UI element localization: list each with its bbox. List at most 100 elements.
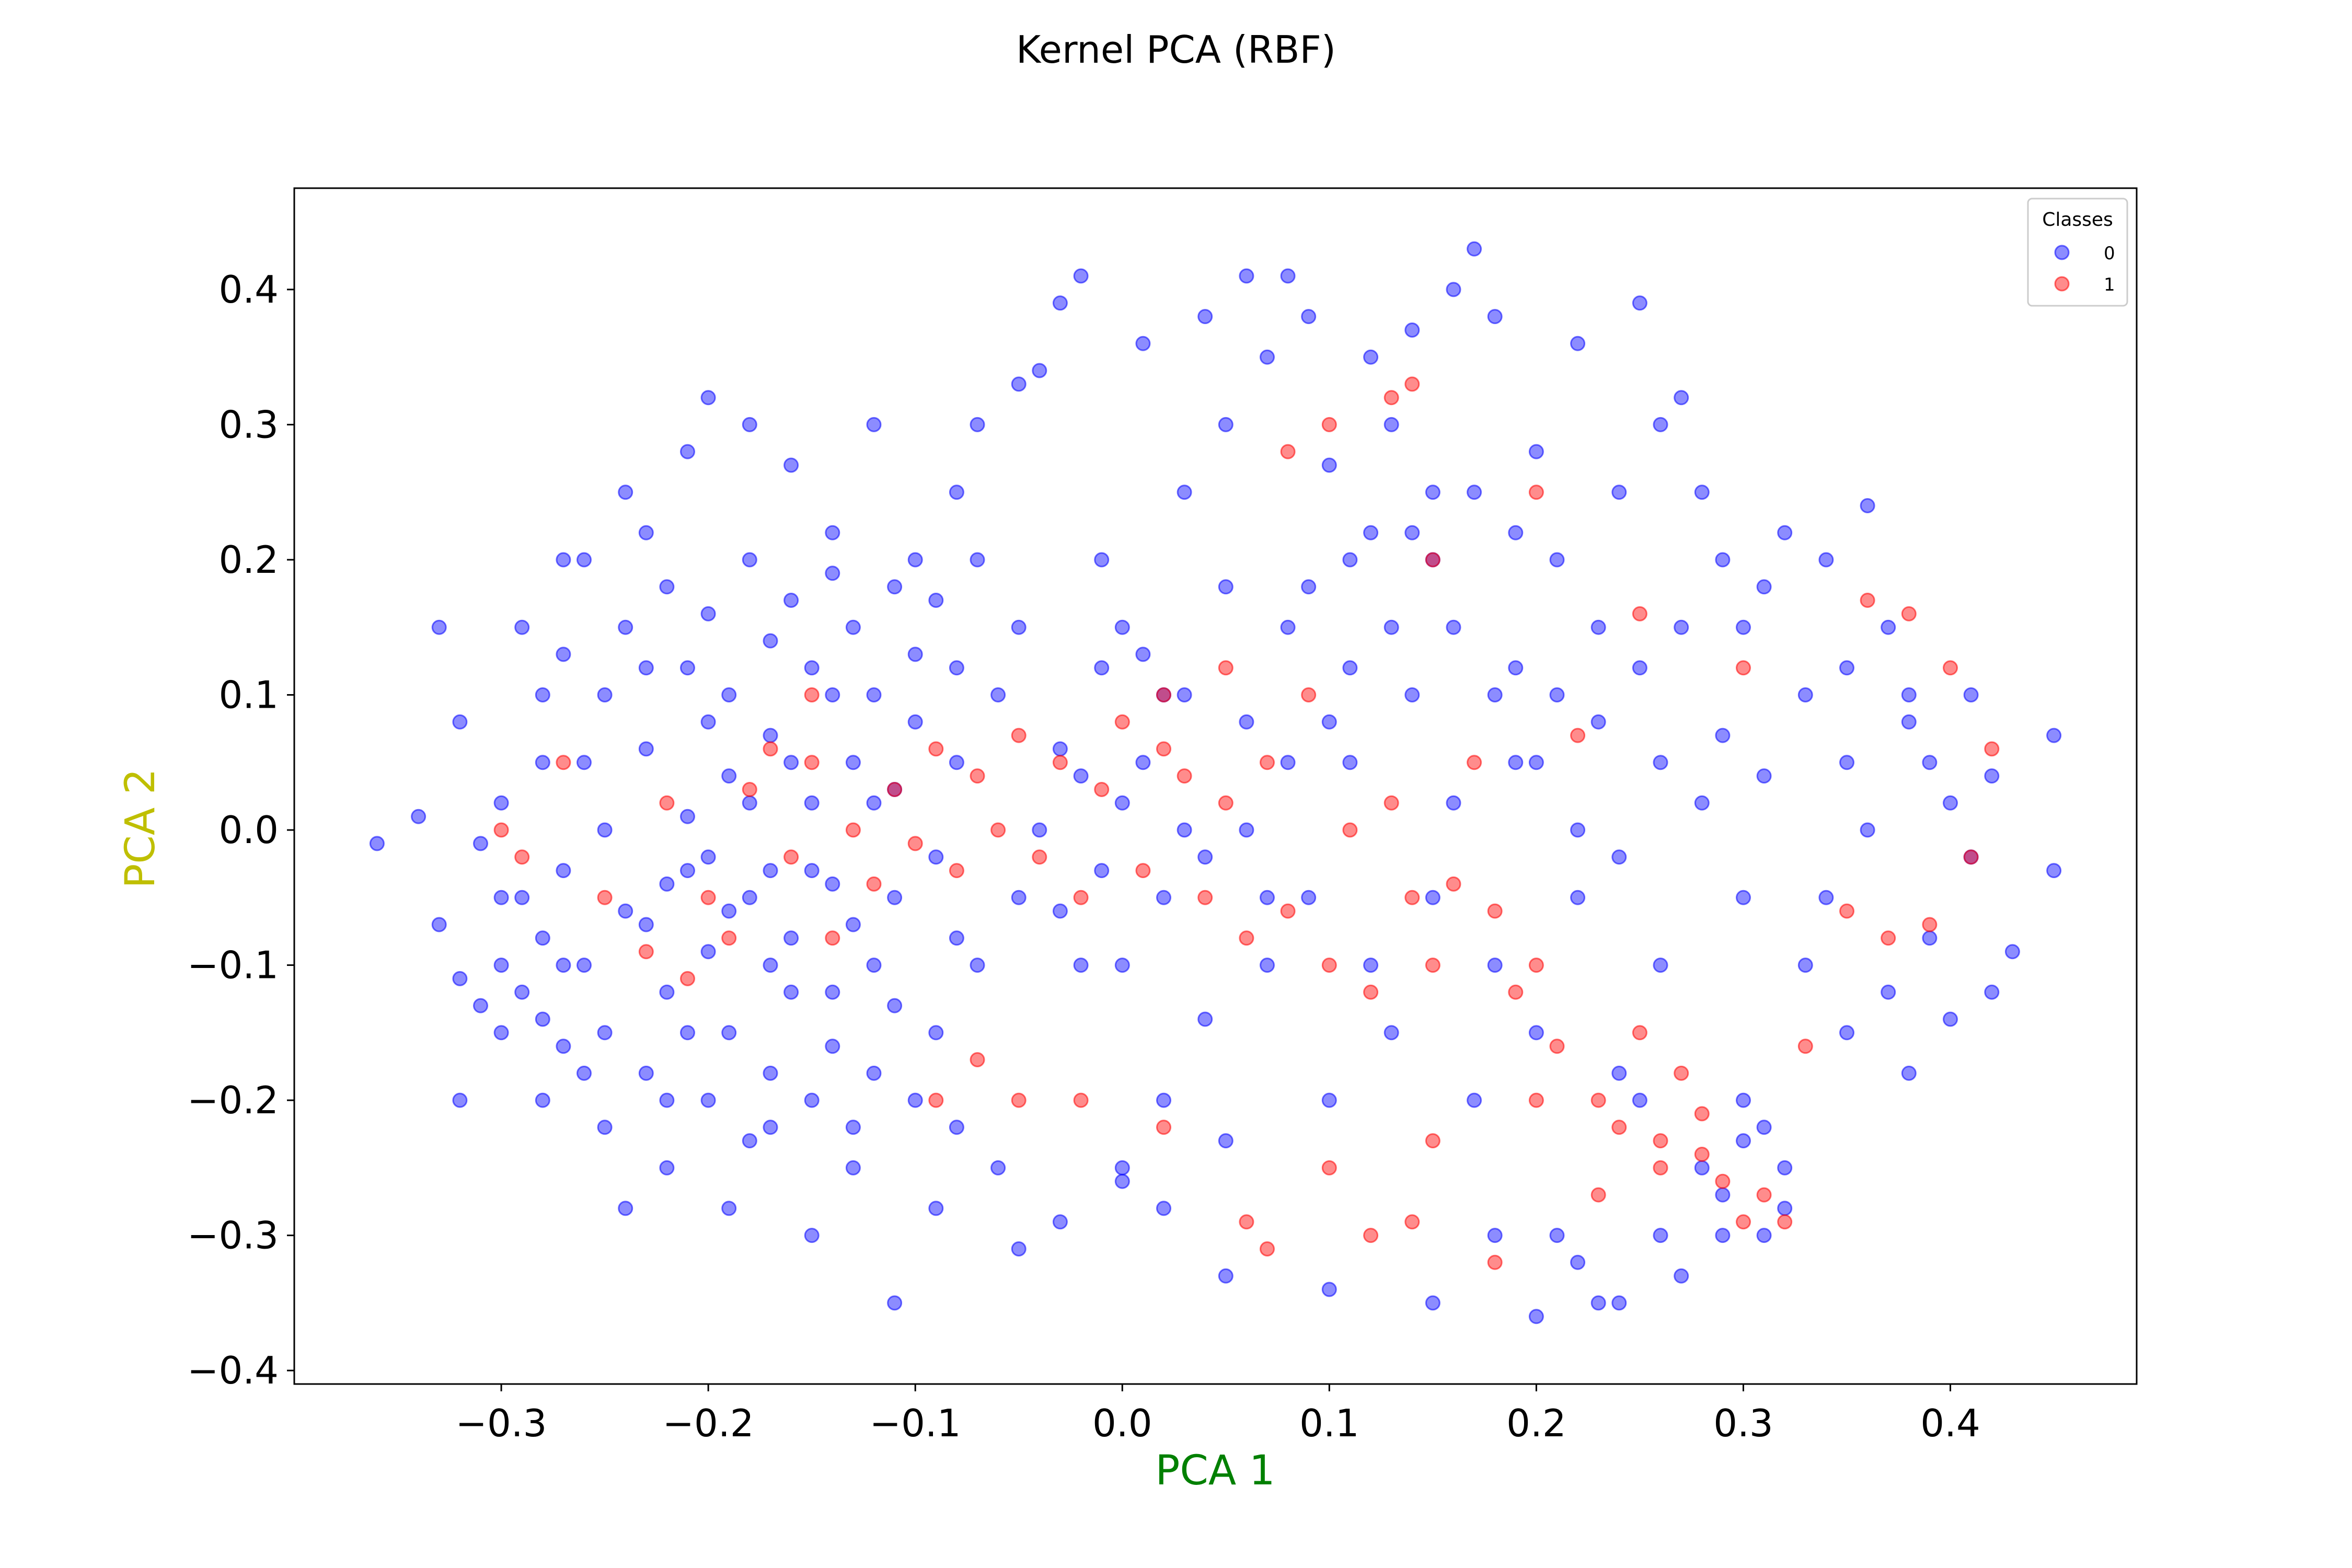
- point-class-0-242: [597, 1120, 613, 1135]
- point-class-0-255: [1135, 647, 1151, 662]
- point-class-0-212: [887, 579, 903, 595]
- point-class-1-40: [1446, 876, 1461, 892]
- point-class-0-206: [1011, 619, 1027, 635]
- point-class-1-26: [1156, 741, 1171, 757]
- point-class-0-109: [970, 958, 985, 973]
- y-tick-label: 0.4: [218, 268, 279, 312]
- point-class-1-53: [1715, 1173, 1731, 1189]
- point-class-0-169: [1777, 1160, 1793, 1175]
- point-class-0-3: [452, 714, 468, 730]
- point-class-0-127: [949, 930, 964, 946]
- x-tick-label: −0.1: [870, 1401, 961, 1445]
- point-class-0-274: [1011, 1241, 1027, 1256]
- point-class-0-126: [887, 998, 903, 1013]
- point-class-0-238: [866, 1065, 882, 1081]
- point-class-0-170: [1797, 958, 1813, 973]
- point-class-0-131: [1073, 958, 1089, 973]
- point-class-0-251: [493, 958, 509, 973]
- point-class-0-139: [1239, 822, 1254, 838]
- point-class-0-91: [597, 822, 613, 838]
- point-class-0-111: [680, 809, 695, 824]
- point-class-0-148: [1425, 890, 1440, 905]
- point-class-0-254: [1114, 619, 1130, 635]
- point-class-1-38: [1404, 890, 1420, 905]
- point-class-1-74: [1218, 660, 1233, 676]
- point-class-0-241: [949, 1120, 964, 1135]
- point-class-0-177: [1943, 1011, 1958, 1027]
- point-class-0-153: [1528, 1025, 1544, 1041]
- point-class-0-163: [1736, 1133, 1751, 1149]
- point-class-1-63: [1901, 606, 1917, 621]
- point-class-0-270: [1528, 1309, 1544, 1324]
- point-class-1-1: [514, 849, 530, 865]
- point-class-1-15: [928, 741, 944, 757]
- point-class-0-190: [1694, 795, 1710, 811]
- point-class-0-41: [1135, 336, 1151, 351]
- point-class-0-6: [514, 619, 530, 635]
- point-class-0-117: [804, 795, 820, 811]
- point-class-0-65: [1632, 295, 1647, 311]
- point-class-1-30: [1239, 930, 1254, 946]
- point-class-0-84: [2046, 728, 2062, 743]
- x-axis-ticks: −0.3 −0.2 −0.1 0.0 0.1 0.2 0.3 0.4: [456, 1384, 1980, 1445]
- point-class-1-60: [1922, 917, 1938, 932]
- point-class-0-138: [1218, 1133, 1233, 1149]
- point-class-1-42: [1487, 903, 1503, 919]
- point-class-0-123: [700, 849, 716, 865]
- point-class-0-42: [1156, 1092, 1171, 1108]
- point-class-0-147: [1404, 687, 1420, 702]
- point-class-1-83: [1487, 1254, 1503, 1270]
- point-class-1-36: [1363, 984, 1379, 1000]
- point-class-0-110: [659, 876, 675, 892]
- point-class-0-35: [1011, 376, 1027, 392]
- point-class-0-90: [577, 1065, 592, 1081]
- point-class-0-231: [721, 1025, 737, 1041]
- point-class-0-5: [493, 795, 509, 811]
- point-class-1-32: [1280, 903, 1296, 919]
- point-class-1-78: [970, 1052, 985, 1067]
- point-class-0-277: [1114, 1160, 1130, 1175]
- point-class-0-260: [1239, 714, 1254, 730]
- y-tick-label: 0.2: [218, 538, 279, 582]
- point-class-0-249: [535, 1011, 550, 1027]
- point-class-0-220: [721, 687, 737, 702]
- point-class-0-160: [1674, 1268, 1689, 1284]
- point-class-0-105: [887, 890, 903, 905]
- point-class-0-75: [1839, 660, 1854, 676]
- point-class-1-31: [1260, 755, 1275, 770]
- point-class-0-165: [1777, 1201, 1793, 1216]
- point-class-0-125: [825, 984, 840, 1000]
- point-class-0-116: [783, 930, 799, 946]
- point-class-0-164: [1756, 1228, 1772, 1243]
- point-class-0-83: [2004, 944, 2020, 960]
- point-class-0-48: [1280, 268, 1296, 284]
- x-tick-label: 0.3: [1713, 1401, 1773, 1445]
- point-class-0-23: [763, 1120, 778, 1135]
- point-class-0-102: [825, 687, 840, 702]
- point-class-0-33: [970, 417, 985, 432]
- point-class-0-200: [1383, 619, 1399, 635]
- point-class-0-172: [1839, 1025, 1854, 1041]
- point-class-1-9: [804, 755, 820, 770]
- point-class-1-18: [990, 822, 1006, 838]
- point-class-0-44: [1197, 309, 1213, 325]
- point-class-0-66: [1653, 417, 1668, 432]
- point-class-1-54: [1736, 1214, 1751, 1230]
- point-class-0-9: [431, 619, 447, 635]
- point-class-1-37: [1383, 795, 1399, 811]
- point-class-0-10: [452, 1092, 468, 1108]
- point-class-0-80: [1943, 795, 1958, 811]
- point-class-0-142: [1301, 890, 1317, 905]
- x-tick-label: 0.1: [1299, 1401, 1359, 1445]
- point-class-0-63: [1590, 619, 1606, 635]
- point-class-0-245: [659, 1092, 675, 1108]
- point-class-0-250: [514, 890, 530, 905]
- point-class-1-21: [1052, 755, 1068, 770]
- point-class-0-151: [1487, 958, 1503, 973]
- point-class-0-218: [763, 633, 778, 649]
- point-class-0-124: [763, 863, 778, 879]
- point-class-0-143: [1321, 1092, 1337, 1108]
- point-class-1-14: [907, 836, 923, 851]
- point-class-0-176: [1922, 930, 1938, 946]
- point-class-0-135: [1156, 890, 1171, 905]
